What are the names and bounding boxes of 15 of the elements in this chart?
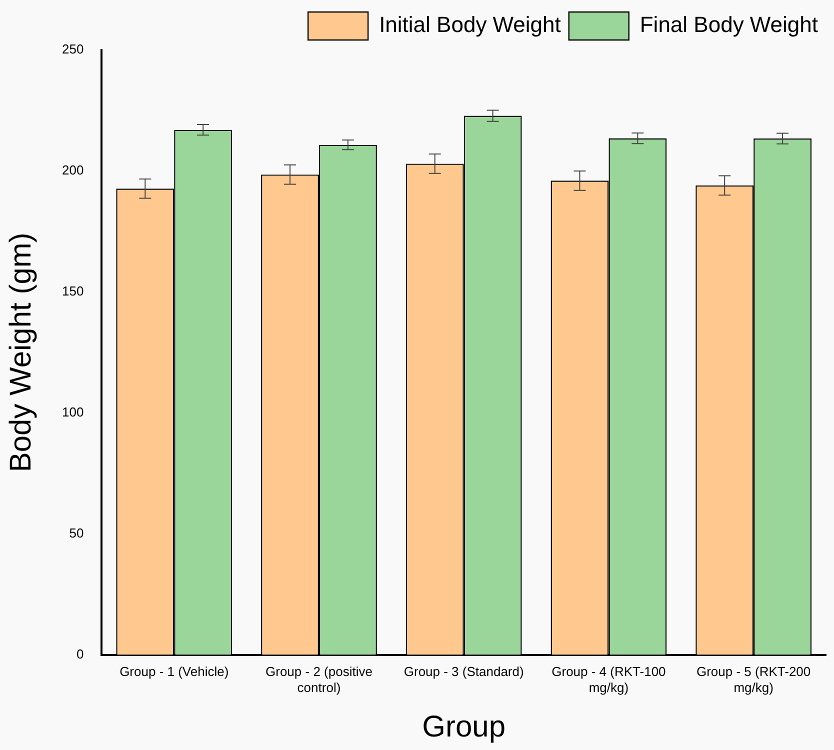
x-tick-label: Group - 3 (Standard) (404, 664, 524, 680)
x-axis-title: Group (422, 710, 506, 744)
y-axis-title: Body Weight (gm) (4, 232, 38, 472)
legend-label: Initial Body Weight (379, 12, 561, 38)
x-tick-label: Group - 4 (RKT-100 mg/kg) (552, 664, 666, 695)
y-tick-label: 250 (62, 42, 84, 57)
y-tick-label: 0 (76, 646, 84, 662)
y-tick-label: 150 (62, 284, 84, 298)
y-tick-label: 50 (69, 525, 84, 540)
y-tick-label: 100 (62, 404, 84, 420)
legend-label: Final Body Weight (640, 12, 818, 38)
x-tick-label: Group - 2 (positive control) (266, 664, 372, 695)
x-tick-label: Group - 5 (RKT-200 mg/kg) (696, 664, 811, 695)
y-tick-label: 200 (62, 162, 84, 178)
x-tick-label: Group - 1 (Vehicle) (120, 664, 229, 680)
